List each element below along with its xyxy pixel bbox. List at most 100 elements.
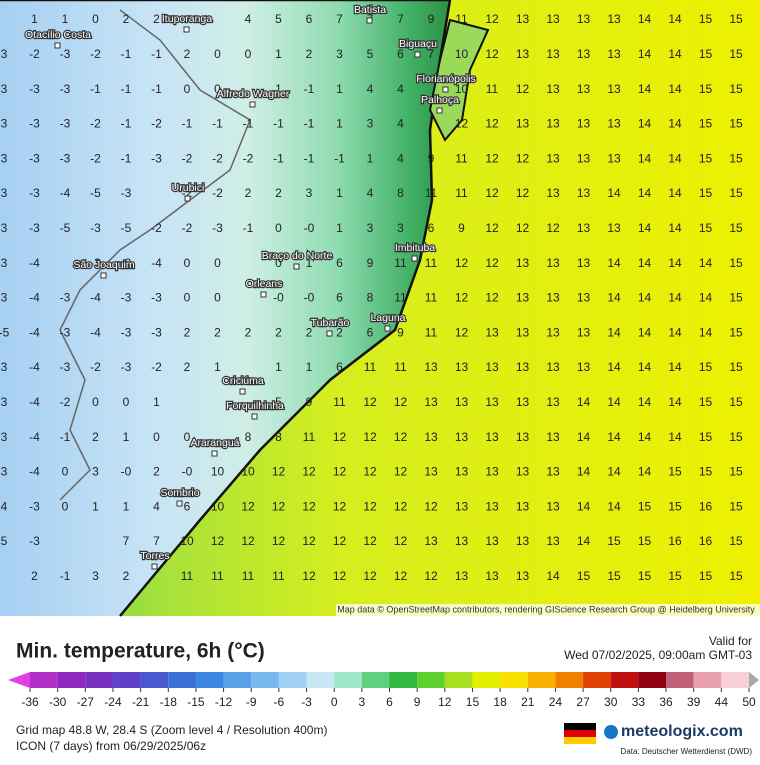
city-label: Batista xyxy=(354,4,386,16)
colorbar-label: 18 xyxy=(493,695,507,709)
grid-value: 13 xyxy=(546,12,560,26)
grid-value: 14 xyxy=(668,360,682,374)
grid-value: 13 xyxy=(455,430,469,444)
grid-value: 1 xyxy=(306,360,313,374)
grid-value: 16 xyxy=(668,534,682,548)
grid-value: 5 xyxy=(275,395,282,409)
brand[interactable]: meteologix.com xyxy=(621,723,743,740)
grid-value: 1 xyxy=(214,360,221,374)
grid-value: 15 xyxy=(668,499,682,513)
grid-value: 14 xyxy=(638,47,652,61)
grid-value: 14 xyxy=(638,465,652,479)
city-marker xyxy=(414,51,421,58)
colorbar-label: -24 xyxy=(104,695,122,709)
city-marker xyxy=(366,17,373,24)
grid-value: 15 xyxy=(729,12,743,26)
grid-value: -3 xyxy=(29,221,40,235)
grid-value: 11 xyxy=(455,12,468,26)
grid-value: 12 xyxy=(455,291,469,305)
grid-value: 2 xyxy=(153,465,160,479)
grid-value: -4 xyxy=(151,256,162,270)
grid-value: 1 xyxy=(336,117,343,131)
grid-value: 0 xyxy=(184,430,191,444)
grid-value: -5 xyxy=(121,221,132,235)
grid-value: 3 xyxy=(1,82,8,96)
grid-value: 14 xyxy=(668,186,682,200)
grid-value: -2 xyxy=(90,360,101,374)
grid-value: 13 xyxy=(455,569,469,583)
grid-value: -4 xyxy=(29,325,40,339)
grid-value: 3 xyxy=(1,256,8,270)
grid-value: 15 xyxy=(699,465,713,479)
grid-value: 3 xyxy=(1,360,8,374)
colorbar-label: -6 xyxy=(274,695,285,709)
grid-value: 0 xyxy=(214,82,221,96)
grid-value: 15 xyxy=(668,569,682,583)
grid-value: 12 xyxy=(272,499,286,513)
grid-value: -2 xyxy=(243,151,254,165)
grid-value: 14 xyxy=(668,291,682,305)
grid-value: 12 xyxy=(363,395,377,409)
city-label: Alfredo Wagner xyxy=(217,88,290,100)
grid-value: 11 xyxy=(364,360,377,374)
grid-value: -1 xyxy=(304,117,315,131)
grid-value: 5 xyxy=(367,47,374,61)
grid-value: 13 xyxy=(455,465,469,479)
grid-value: 14 xyxy=(638,256,652,270)
grid-value: -3 xyxy=(151,291,162,305)
grid-value: 10 xyxy=(211,465,225,479)
grid-value: 13 xyxy=(577,82,591,96)
grid-value: -3 xyxy=(121,291,132,305)
grid-value: 14 xyxy=(577,534,591,548)
grid-value: 11 xyxy=(242,569,255,583)
grid-value: 0 xyxy=(184,256,191,270)
grid-value: 8 xyxy=(275,430,282,444)
grid-value: 9 xyxy=(367,256,374,270)
grid-value: -1 xyxy=(60,569,71,583)
grid-value: -0 xyxy=(121,465,132,479)
grid-value: 13 xyxy=(516,395,530,409)
grid-value: -3 xyxy=(60,47,71,61)
colorbar-arrow xyxy=(749,672,759,688)
grid-value: 14 xyxy=(668,325,682,339)
grid-value: 13 xyxy=(546,395,560,409)
colorbar-segment xyxy=(721,672,749,688)
grid-value: 14 xyxy=(607,325,621,339)
grid-value: 11 xyxy=(425,291,438,305)
grid-value: 3 xyxy=(1,186,8,200)
grid-value: 11 xyxy=(333,395,346,409)
grid-value: 12 xyxy=(333,465,347,479)
grid-value: 15 xyxy=(638,534,652,548)
colorbar-label: 27 xyxy=(576,695,590,709)
colorbar-label: 15 xyxy=(466,695,480,709)
grid-value: 2 xyxy=(214,325,221,339)
grid-value: 1 xyxy=(336,82,343,96)
grid-value: 9 xyxy=(458,221,465,235)
grid-value: 11 xyxy=(486,82,499,96)
colorbar-label: -30 xyxy=(49,695,67,709)
grid-value: 0 xyxy=(153,430,160,444)
grid-value: 4 xyxy=(397,151,404,165)
city-marker xyxy=(436,107,443,114)
grid-value: 14 xyxy=(638,360,652,374)
grid-value: 11 xyxy=(425,325,438,339)
grid-value: 14 xyxy=(638,82,652,96)
grid-value: 12 xyxy=(455,117,469,131)
grid-value: 6 xyxy=(367,325,374,339)
grid-value: 14 xyxy=(607,465,621,479)
grid-value: 12 xyxy=(394,569,408,583)
city-label: Biguaçu xyxy=(399,38,437,50)
grid-value: 6 xyxy=(336,360,343,374)
city-marker xyxy=(176,500,183,507)
grid-value: 13 xyxy=(546,47,560,61)
grid-value: 1 xyxy=(62,12,69,26)
grid-value: 12 xyxy=(424,569,438,583)
grid-value: 13 xyxy=(546,291,560,305)
grid-value: 2 xyxy=(184,47,191,61)
grid-value: 12 xyxy=(485,186,499,200)
grid-value: 14 xyxy=(668,47,682,61)
grid-value: 15 xyxy=(729,325,743,339)
grid-value: 13 xyxy=(607,82,621,96)
grid-value: 9 xyxy=(428,12,435,26)
grid-value: 13 xyxy=(424,465,438,479)
